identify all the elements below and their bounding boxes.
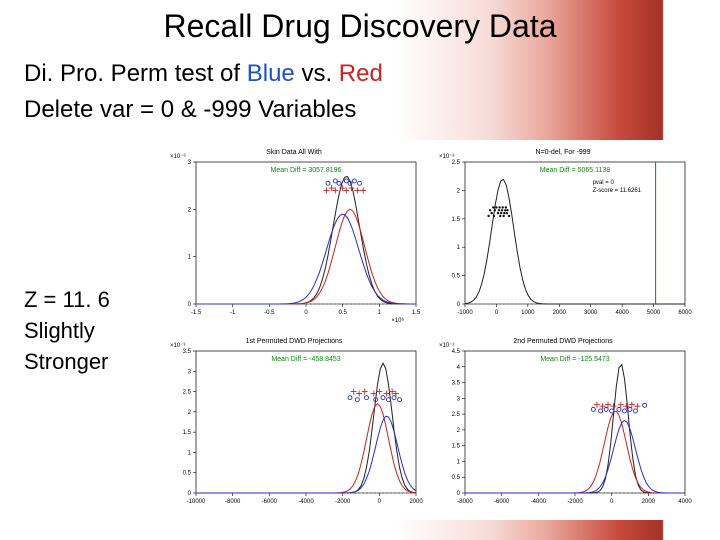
svg-text:0.5: 0.5	[452, 475, 461, 481]
svg-text:3.5: 3.5	[452, 381, 461, 387]
svg-text:3: 3	[457, 396, 461, 402]
plot-top-left: Skin Data All With ×10⁻⁶ 0 1 2 3 -1.5 -1 -0.5 0 0.…	[164, 144, 427, 327]
subtitle-prefix: Di. Pro. Perm test of	[24, 60, 247, 87]
svg-text:2000: 2000	[642, 499, 656, 505]
svg-text:2.5: 2.5	[452, 160, 461, 166]
svg-text:2: 2	[457, 428, 461, 434]
svg-text:1.5: 1.5	[452, 444, 461, 450]
z-value: Z = 11. 6	[24, 285, 154, 316]
svg-text:pval = 0: pval = 0	[593, 180, 615, 186]
svg-text:3.5: 3.5	[183, 349, 192, 355]
left-summary: Z = 11. 6 Slightly Stronger	[24, 285, 154, 377]
svg-text:2000: 2000	[553, 310, 567, 316]
svg-text:1.5: 1.5	[183, 430, 192, 436]
svg-text:-1: -1	[230, 310, 236, 316]
page-title: Recall Drug Discovery Data	[0, 8, 720, 45]
svg-text:-0.5: -0.5	[264, 310, 275, 316]
svg-text:Mean Diff = -458.8453: Mean Diff = -458.8453	[271, 356, 340, 363]
subtitle-2: Delete var = 0 & -999 Variables	[24, 96, 356, 124]
svg-text:1st Permuted DWD Projections: 1st Permuted DWD Projections	[246, 338, 343, 345]
subtitle-blue: Blue	[247, 60, 295, 87]
svg-text:2.5: 2.5	[183, 390, 192, 396]
svg-text:0: 0	[188, 491, 192, 497]
svg-text:-2000: -2000	[335, 499, 351, 505]
svg-text:-1.5: -1.5	[191, 310, 202, 316]
svg-text:5000: 5000	[647, 310, 661, 316]
svg-text:0: 0	[457, 302, 461, 308]
svg-text:N=0-del, For -999: N=0-del, For -999	[535, 149, 590, 156]
svg-text:Z-score = 11.6261: Z-score = 11.6261	[593, 188, 642, 194]
svg-text:6000: 6000	[678, 310, 692, 316]
subtitle-red: Red	[339, 60, 383, 87]
svg-text:Skin Data All With: Skin Data All With	[266, 149, 322, 156]
svg-text:Mean Diff = 3057.8196: Mean Diff = 3057.8196	[271, 167, 342, 174]
svg-text:-6000: -6000	[494, 499, 510, 505]
svg-text:0: 0	[188, 302, 192, 308]
svg-text:1: 1	[188, 450, 192, 456]
svg-text:0: 0	[378, 499, 382, 505]
svg-text:0: 0	[457, 491, 461, 497]
svg-text:3: 3	[188, 160, 192, 166]
svg-text:-4000: -4000	[531, 499, 547, 505]
svg-text:1000: 1000	[521, 310, 535, 316]
svg-text:2nd Permuted DWD Projections: 2nd Permuted DWD Projections	[513, 338, 613, 345]
svg-text:4.5: 4.5	[452, 349, 461, 355]
svg-text:2000: 2000	[409, 499, 423, 505]
svg-text:×10⁶: ×10⁶	[391, 317, 404, 324]
svg-text:1.5: 1.5	[412, 310, 421, 316]
svg-text:Mean Diff = -125.5473: Mean Diff = -125.5473	[540, 356, 609, 363]
svg-text:1: 1	[188, 255, 192, 261]
svg-text:-10000: -10000	[187, 499, 206, 505]
svg-text:-4000: -4000	[298, 499, 314, 505]
svg-text:0.5: 0.5	[183, 471, 192, 477]
svg-text:0.5: 0.5	[452, 274, 461, 280]
svg-text:-8000: -8000	[225, 499, 241, 505]
svg-text:2.5: 2.5	[452, 412, 461, 418]
svg-text:-6000: -6000	[262, 499, 278, 505]
svg-text:Mean Diff = 5065.1138: Mean Diff = 5065.1138	[540, 167, 610, 174]
svg-text:-1000: -1000	[457, 310, 473, 316]
svg-text:4000: 4000	[678, 499, 692, 505]
subtitle-1: Di. Pro. Perm test of Blue vs. Red	[24, 60, 383, 88]
svg-text:1: 1	[378, 310, 382, 316]
svg-text:-2000: -2000	[567, 499, 583, 505]
plot-bottom-left: 1st Permuted DWD Projections×10⁻³00.511.…	[164, 333, 427, 516]
svg-text:1: 1	[457, 459, 461, 465]
svg-text:3000: 3000	[584, 310, 598, 316]
svg-text:0: 0	[304, 310, 308, 316]
svg-text:4000: 4000	[615, 310, 629, 316]
svg-text:1: 1	[457, 245, 461, 251]
svg-text:×10⁻⁶: ×10⁻⁶	[170, 153, 186, 160]
svg-text:-8000: -8000	[457, 499, 473, 505]
svg-text:2: 2	[457, 188, 461, 194]
svg-text:0: 0	[610, 499, 614, 505]
subtitle-vs: vs.	[295, 60, 339, 87]
z-adj-1: Slightly	[24, 316, 154, 347]
svg-text:2: 2	[188, 207, 192, 213]
svg-text:0.5: 0.5	[338, 310, 347, 316]
z-adj-2: Stronger	[24, 347, 154, 378]
svg-text:3: 3	[188, 369, 192, 375]
plot-grid: Skin Data All With ×10⁻⁶ 0 1 2 3 -1.5 -1 -0.5 0 0.…	[160, 140, 700, 520]
plot-bottom-right: 2nd Permuted DWD Projections×10⁻³00.511.…	[433, 333, 696, 516]
svg-text:4: 4	[457, 365, 461, 371]
svg-text:1.5: 1.5	[452, 217, 461, 223]
plot-top-right: N=0-del, For -999×10⁻³00.511.522.5-10000…	[433, 144, 696, 327]
svg-text:2: 2	[188, 410, 192, 416]
svg-text:0: 0	[495, 310, 499, 316]
